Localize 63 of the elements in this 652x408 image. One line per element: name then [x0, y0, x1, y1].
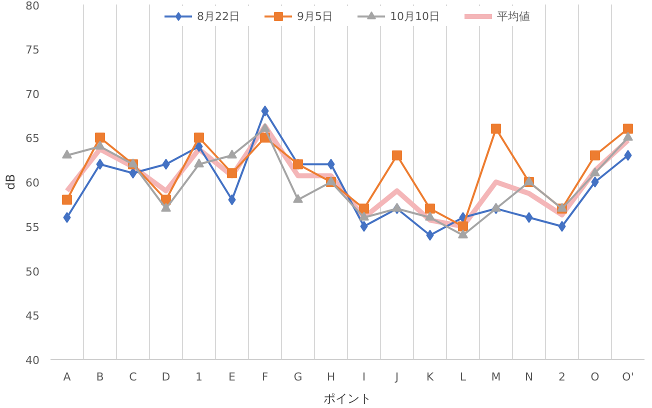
x-axis-title: ポイント: [324, 392, 372, 406]
point: [62, 194, 72, 205]
point: [525, 212, 533, 223]
x-tick-label: J: [394, 370, 399, 384]
y-tick-label: 50: [26, 265, 40, 278]
point: [293, 194, 303, 203]
y-tick-label: 80: [26, 0, 40, 12]
point: [590, 167, 600, 176]
legend-label: 8月22日: [197, 8, 240, 24]
point: [425, 204, 435, 214]
point: [623, 132, 633, 141]
point: [161, 202, 171, 212]
point: [392, 150, 402, 160]
point: [227, 168, 237, 178]
x-tick-label: O: [590, 370, 600, 384]
y-tick-label: 60: [26, 176, 40, 190]
point: [425, 212, 435, 221]
x-tick-label: 1: [196, 370, 202, 384]
point: [491, 124, 501, 134]
point: [591, 176, 599, 188]
x-tick-label: 2: [558, 370, 566, 384]
point: [623, 124, 633, 134]
x-tick-label: A: [63, 370, 72, 384]
y-tick-label: 75: [26, 43, 40, 56]
x-tick-label: B: [96, 370, 104, 384]
point: [359, 204, 369, 214]
x-tick-label: O': [622, 370, 634, 384]
point: [194, 132, 204, 143]
y-tick-label: 45: [26, 310, 40, 323]
point: [195, 141, 203, 152]
x-tick-label: I: [362, 370, 366, 384]
legend-label: 9月5日: [297, 8, 333, 24]
point: [227, 150, 237, 158]
legend-label: 平均値: [497, 8, 530, 24]
point: [62, 150, 72, 158]
point: [359, 212, 369, 221]
x-tick-label: F: [262, 370, 268, 384]
point: [261, 106, 269, 116]
x-tick-label: N: [524, 370, 534, 384]
x-tick-label: M: [491, 370, 501, 384]
x-tick-label: D: [162, 370, 170, 384]
point: [194, 158, 204, 168]
x-tick-label: H: [326, 370, 336, 384]
point: [63, 212, 71, 223]
x-tick-label: G: [294, 370, 302, 384]
point: [590, 150, 600, 160]
point: [260, 123, 270, 132]
y-tick-label: 55: [26, 220, 40, 234]
point: [95, 132, 105, 143]
point: [458, 221, 468, 232]
y-axis-title: dB: [4, 174, 18, 190]
y-tick-label: 40: [26, 354, 40, 367]
x-tick-label: L: [460, 370, 467, 384]
y-tick-label: 65: [26, 132, 40, 146]
point: [458, 230, 468, 238]
x-tick-label: E: [228, 370, 236, 384]
y-tick-label: 70: [26, 88, 40, 101]
x-tick-label: K: [426, 370, 434, 384]
point: [491, 202, 501, 212]
x-tick-label: C: [129, 370, 138, 384]
legend-label: 10月10日: [390, 8, 440, 24]
point: [95, 140, 105, 150]
point: [392, 202, 402, 212]
